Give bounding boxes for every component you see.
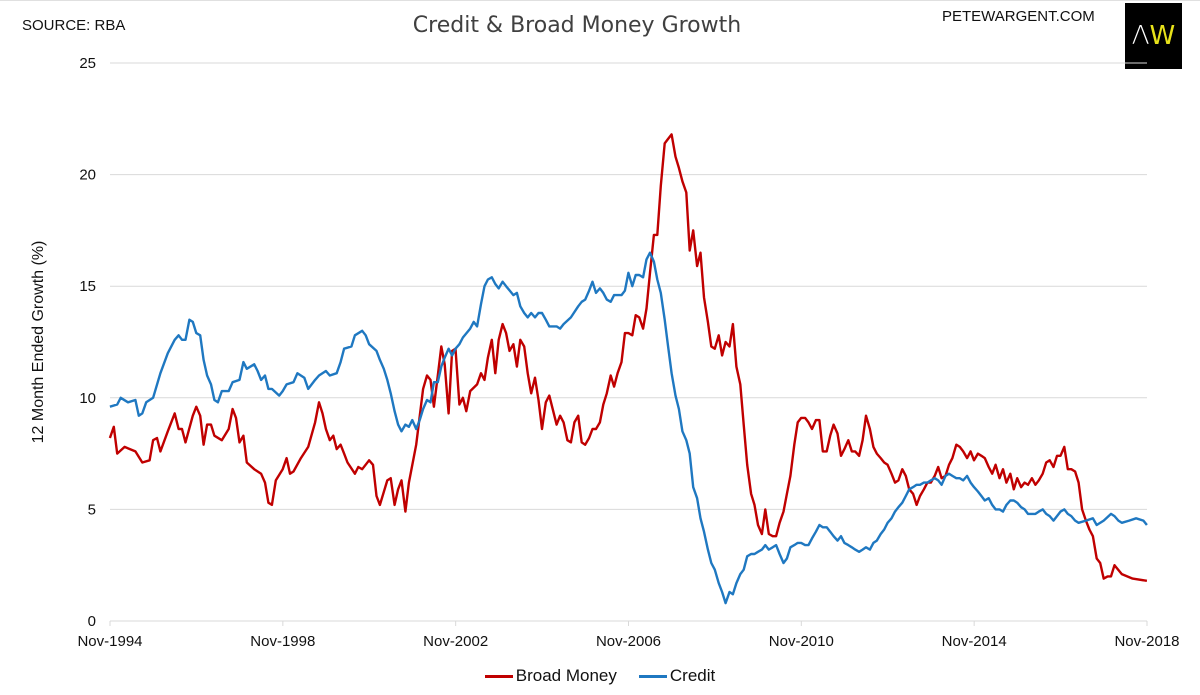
legend-label-broad-money: Broad Money	[515, 666, 617, 685]
x-tick-label: Nov-2006	[596, 633, 661, 650]
y-axis-ticks: 0 5 10 15 20 25	[79, 55, 96, 630]
x-tick-label: Nov-2018	[1114, 633, 1179, 650]
logo-letter-right: W	[1149, 21, 1176, 51]
y-tick-label: 15	[79, 278, 96, 295]
x-tick-label: Nov-2010	[769, 633, 834, 650]
legend-swatch-broad-money	[484, 674, 513, 678]
logo-letter-left: Λ	[1131, 21, 1150, 51]
source-label: SOURCE: RBA	[22, 17, 126, 34]
y-tick-label: 25	[79, 55, 96, 72]
series-line-credit	[109, 251, 1148, 605]
series-lines	[108, 133, 1148, 605]
top-border	[0, 0, 1200, 1]
legend-label-credit: Credit	[669, 666, 716, 685]
x-tick-label: Nov-1998	[250, 633, 315, 650]
y-axis-label: 12 Month Ended Growth (%)	[30, 241, 47, 444]
gridlines	[110, 62, 1147, 622]
site-label: PETEWARGENT.COM	[942, 8, 1095, 25]
legend: Broad Money Credit	[0, 666, 1200, 686]
y-tick-label: 20	[79, 167, 96, 184]
series-line-broad-money	[108, 133, 1148, 582]
x-axis-ticks: Nov-1994 Nov-1998 Nov-2002 Nov-2006 Nov-2010…	[77, 621, 1180, 650]
y-tick-label: 0	[88, 613, 96, 630]
x-tick-label: Nov-1994	[77, 633, 142, 650]
legend-swatch-credit	[638, 674, 667, 678]
y-tick-label: 5	[88, 501, 96, 518]
x-tick-label: Nov-2014	[942, 633, 1007, 650]
x-tick-label: Nov-2002	[423, 633, 488, 650]
legend-item-credit[interactable]: Credit	[638, 666, 716, 686]
y-tick-label: 10	[79, 390, 96, 407]
chart-title: Credit & Broad Money Growth	[412, 13, 742, 38]
legend-item-broad-money[interactable]: Broad Money	[484, 666, 617, 686]
